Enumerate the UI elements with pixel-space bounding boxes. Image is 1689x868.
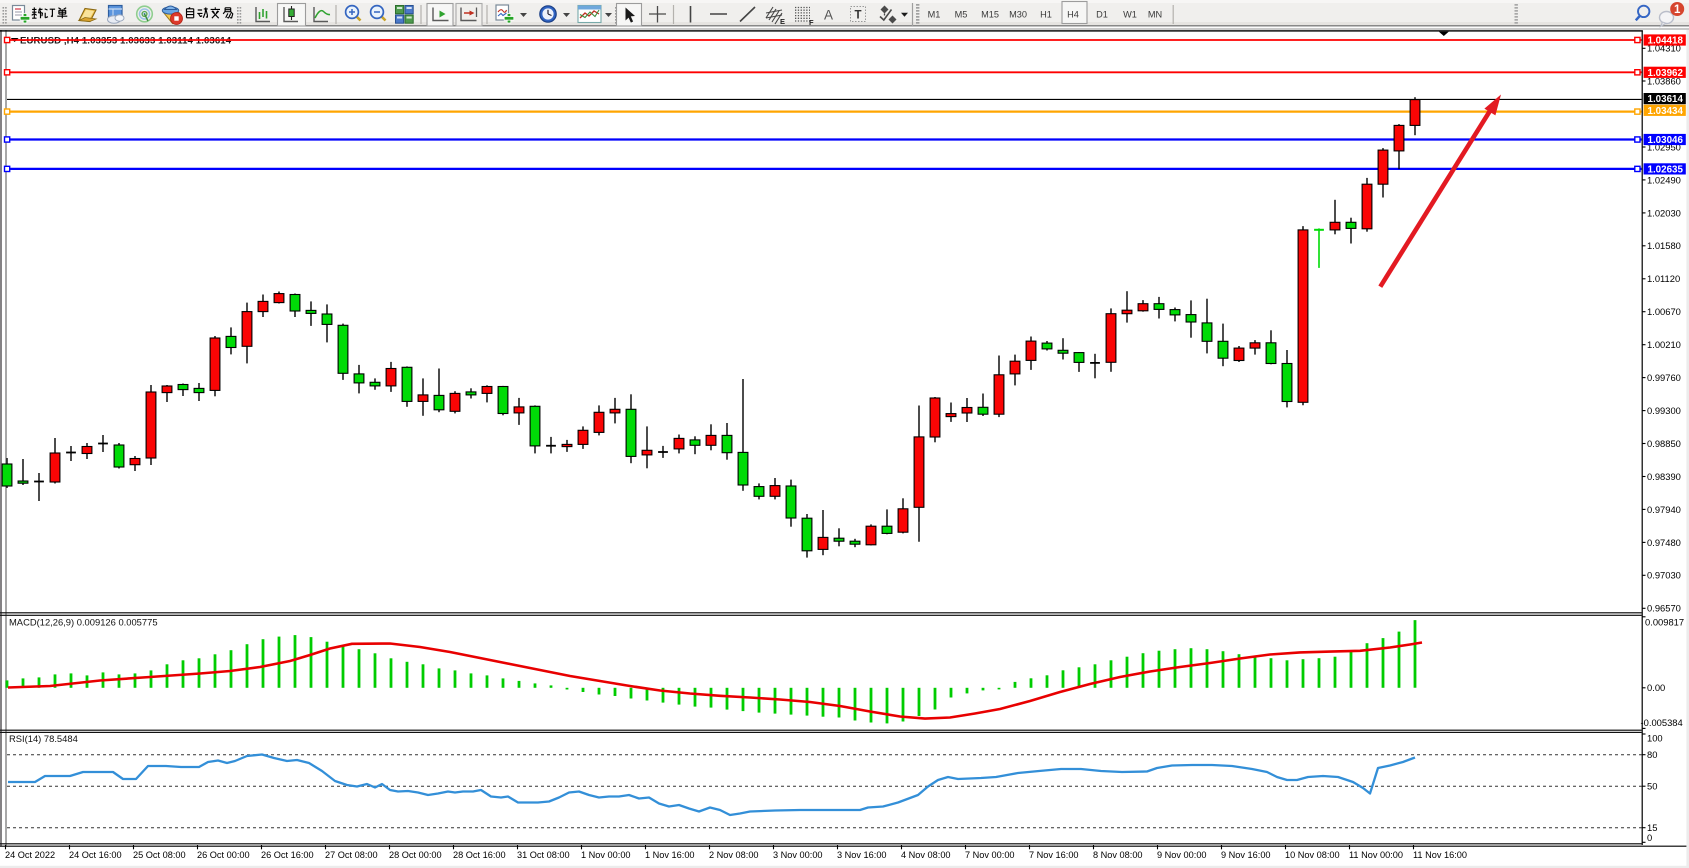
svg-text:7 Nov 00:00: 7 Nov 00:00 — [965, 850, 1015, 860]
svg-text:7 Nov 16:00: 7 Nov 16:00 — [1029, 850, 1079, 860]
svg-text:26 Oct 00:00: 26 Oct 00:00 — [197, 850, 250, 860]
svg-text:1.03860: 1.03860 — [1647, 75, 1681, 86]
svg-text:M15: M15 — [981, 10, 999, 20]
svg-text:0.98850: 0.98850 — [1647, 438, 1681, 449]
svg-text:100: 100 — [1647, 733, 1663, 744]
svg-text:F: F — [809, 18, 814, 27]
svg-text:11 Nov 16:00: 11 Nov 16:00 — [1413, 850, 1467, 860]
svg-text:0: 0 — [1647, 832, 1652, 843]
svg-text:1.04418: 1.04418 — [1648, 36, 1684, 47]
svg-text:EURUSD ,H4 1.03353 1.03633 1.: EURUSD ,H4 1.03353 1.03633 1.03114 1.036… — [20, 36, 232, 47]
svg-text:T: T — [855, 10, 862, 22]
svg-text:15: 15 — [1647, 822, 1657, 833]
svg-text:0.99300: 0.99300 — [1647, 405, 1681, 416]
svg-text:2 Nov 08:00: 2 Nov 08:00 — [709, 850, 759, 860]
svg-text:1.04310: 1.04310 — [1647, 43, 1681, 54]
svg-text:A: A — [824, 8, 833, 23]
svg-text:1.03434: 1.03434 — [1648, 106, 1684, 117]
svg-text:25 Oct 08:00: 25 Oct 08:00 — [133, 850, 186, 860]
svg-text:-0.005384: -0.005384 — [1641, 717, 1683, 728]
svg-text:MACD(12,26,9) 0.009126 0.00577: MACD(12,26,9) 0.009126 0.005775 — [9, 617, 158, 628]
svg-text:1.02490: 1.02490 — [1647, 174, 1681, 185]
svg-text:1.02950: 1.02950 — [1647, 141, 1681, 152]
svg-text:0.009817: 0.009817 — [1645, 617, 1684, 628]
svg-text:50: 50 — [1647, 781, 1657, 792]
svg-text:8 Nov 08:00: 8 Nov 08:00 — [1093, 850, 1143, 860]
svg-text:28 Oct 00:00: 28 Oct 00:00 — [389, 850, 442, 860]
svg-text:24 Oct 2022: 24 Oct 2022 — [5, 850, 55, 860]
svg-text:MN: MN — [1148, 10, 1162, 20]
svg-text:1 Nov 00:00: 1 Nov 00:00 — [581, 850, 631, 860]
svg-text:1.02030: 1.02030 — [1647, 207, 1681, 218]
svg-text:0.96570: 0.96570 — [1647, 603, 1681, 614]
svg-text:1.03962: 1.03962 — [1648, 68, 1684, 79]
svg-text:0.97480: 0.97480 — [1647, 537, 1681, 548]
svg-text:9 Nov 00:00: 9 Nov 00:00 — [1157, 850, 1207, 860]
svg-text:27 Oct 08:00: 27 Oct 08:00 — [325, 850, 378, 860]
svg-text:D1: D1 — [1096, 10, 1108, 20]
svg-text:H1: H1 — [1040, 10, 1052, 20]
svg-text:M5: M5 — [955, 10, 968, 20]
svg-text:1.01120: 1.01120 — [1647, 273, 1680, 284]
svg-text:1: 1 — [1674, 4, 1681, 16]
svg-text:3 Nov 16:00: 3 Nov 16:00 — [837, 850, 887, 860]
svg-text:E: E — [780, 17, 785, 26]
svg-text:3 Nov 00:00: 3 Nov 00:00 — [773, 850, 823, 860]
svg-text:0.97940: 0.97940 — [1647, 504, 1681, 515]
svg-text:1.00210: 1.00210 — [1647, 339, 1681, 350]
svg-text:10 Nov 08:00: 10 Nov 08:00 — [1285, 850, 1340, 860]
svg-text:1.01580: 1.01580 — [1647, 240, 1681, 251]
svg-text:M30: M30 — [1009, 10, 1027, 20]
svg-text:1.02635: 1.02635 — [1648, 164, 1684, 175]
svg-text:1.00670: 1.00670 — [1647, 306, 1681, 317]
svg-text:RSI(14) 78.5484: RSI(14) 78.5484 — [9, 733, 78, 744]
svg-text:11 Nov 00:00: 11 Nov 00:00 — [1349, 850, 1403, 860]
svg-text:W1: W1 — [1123, 10, 1137, 20]
svg-text:80: 80 — [1647, 749, 1657, 760]
svg-text:26 Oct 16:00: 26 Oct 16:00 — [261, 850, 314, 860]
svg-text:9 Nov 16:00: 9 Nov 16:00 — [1221, 850, 1271, 860]
svg-text:M1: M1 — [928, 10, 941, 20]
svg-text:24 Oct 16:00: 24 Oct 16:00 — [69, 850, 122, 860]
svg-text:4 Nov 08:00: 4 Nov 08:00 — [901, 850, 951, 860]
svg-text:1.03046: 1.03046 — [1648, 135, 1684, 146]
svg-text:0.98390: 0.98390 — [1647, 471, 1681, 482]
svg-text:0.00: 0.00 — [1647, 682, 1665, 693]
svg-text:0.97030: 0.97030 — [1647, 570, 1681, 581]
svg-text:28 Oct 16:00: 28 Oct 16:00 — [453, 850, 506, 860]
svg-text:1.03614: 1.03614 — [1648, 94, 1684, 105]
svg-text:0.99760: 0.99760 — [1647, 372, 1681, 383]
svg-text:H4: H4 — [1067, 10, 1079, 20]
svg-text:31 Oct 08:00: 31 Oct 08:00 — [517, 850, 570, 860]
svg-text:1 Nov 16:00: 1 Nov 16:00 — [645, 850, 695, 860]
